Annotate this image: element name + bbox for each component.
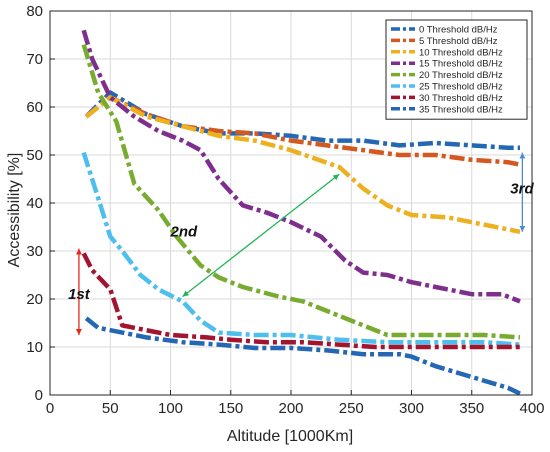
series-line-4 bbox=[81, 43, 521, 340]
legend-label-6: 30 Threshold dB/Hz bbox=[419, 93, 503, 104]
y-tick-label: 0 bbox=[35, 387, 43, 404]
x-tick-label: 300 bbox=[399, 400, 424, 417]
x-tick-label: 100 bbox=[158, 400, 183, 417]
x-tick-label: 350 bbox=[459, 400, 484, 417]
legend-label-5: 25 Threshold dB/Hz bbox=[419, 82, 503, 93]
y-tick-label: 40 bbox=[26, 195, 43, 212]
x-tick-label: 150 bbox=[218, 400, 243, 417]
y-tick-label: 80 bbox=[26, 3, 43, 20]
legend-label-1: 5 Threshold dB/Hz bbox=[419, 36, 498, 47]
x-tick-label: 200 bbox=[278, 400, 303, 417]
legend-box bbox=[385, 19, 528, 120]
y-axis-label: Accessibility [%] bbox=[6, 153, 23, 268]
x-axis-label: Altitude [1000Km] bbox=[227, 428, 353, 445]
x-tick-label: 50 bbox=[102, 400, 119, 417]
y-tick-label: 60 bbox=[26, 99, 43, 116]
legend-label-3: 15 Threshold dB/Hz bbox=[419, 59, 503, 70]
legend-label-4: 20 Threshold dB/Hz bbox=[419, 70, 503, 81]
legend-label-7: 35 Threshold dB/Hz bbox=[419, 104, 503, 115]
legend-label-2: 10 Threshold dB/Hz bbox=[419, 47, 503, 58]
y-tick-label: 50 bbox=[26, 147, 43, 164]
plot-frame bbox=[49, 10, 533, 396]
annotation-label-2: 3rd bbox=[510, 180, 534, 197]
y-tick-label: 10 bbox=[26, 339, 43, 356]
series-line-5 bbox=[81, 151, 521, 347]
x-tick-label: 250 bbox=[339, 400, 364, 417]
series-line-2 bbox=[84, 95, 521, 235]
annotation-arrow-1 bbox=[182, 173, 340, 298]
series-line-7 bbox=[84, 316, 521, 396]
series-line-6 bbox=[81, 252, 520, 350]
x-tick-label: 400 bbox=[519, 400, 544, 417]
x-tick-label: 0 bbox=[46, 400, 54, 417]
series-line-1 bbox=[84, 95, 521, 167]
y-tick-label: 70 bbox=[26, 51, 43, 68]
y-tick-label: 20 bbox=[26, 291, 43, 308]
annotation-label-0: 1st bbox=[68, 286, 91, 303]
legend-label-0: 0 Threshold dB/Hz bbox=[419, 25, 498, 36]
y-tick-label: 30 bbox=[26, 243, 43, 260]
annotation-label-1: 2nd bbox=[170, 224, 199, 241]
